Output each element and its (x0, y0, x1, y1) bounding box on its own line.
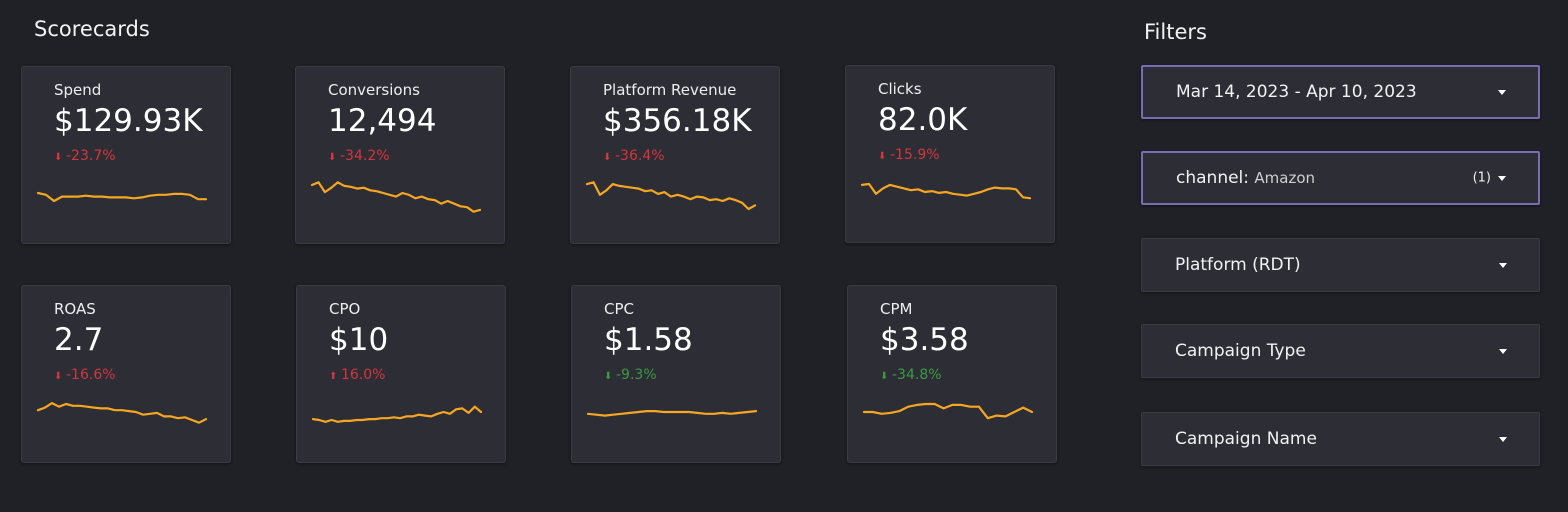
scorecard-clicks[interactable]: Clicks 82.0K ⬇ -15.9% (845, 65, 1055, 243)
filters-title: Filters (1144, 20, 1207, 44)
scorecard-delta: ⬆ 16.0% (329, 367, 385, 383)
filter-channel-dropdown[interactable]: channel: Amazon (1) (1141, 151, 1540, 205)
scorecard-cpo[interactable]: CPO $10 ⬆ 16.0% (296, 285, 506, 463)
arrow-down-icon: ⬇ (328, 152, 337, 163)
scorecard-label: CPC (604, 300, 634, 318)
scorecard-delta-value: -23.7% (66, 148, 116, 164)
caret-down-icon[interactable] (1499, 263, 1507, 268)
filter-label: Campaign Name (1175, 429, 1317, 449)
caret-down-icon[interactable] (1498, 90, 1506, 95)
scorecard-conversions[interactable]: Conversions 12,494 ⬇ -34.2% (295, 66, 505, 244)
sparkline-trend-line (862, 402, 1034, 420)
scorecard-delta-value: -34.8% (892, 367, 942, 383)
arrow-down-icon: ⬇ (54, 371, 63, 382)
scorecard-delta-value: -34.2% (340, 148, 390, 164)
scorecard-value: $10 (329, 322, 389, 358)
scorecard-cpm[interactable]: CPM $3.58 ⬇ -34.8% (847, 285, 1057, 463)
sparkline-trend-line (860, 182, 1032, 200)
scorecard-delta: ⬇ -9.3% (604, 367, 657, 383)
scorecard-label: Conversions (328, 81, 420, 99)
sparkline-chart (310, 181, 482, 213)
scorecard-label: CPO (329, 300, 361, 318)
scorecard-delta: ⬇ -23.7% (54, 148, 116, 164)
arrow-down-icon: ⬇ (54, 152, 63, 163)
sparkline-trend-line (311, 405, 483, 423)
scorecard-label: Spend (54, 81, 102, 99)
scorecard-label: Clicks (878, 80, 922, 98)
caret-down-icon[interactable] (1498, 176, 1506, 181)
scorecard-value: 2.7 (54, 322, 104, 358)
scorecard-value: $3.58 (880, 322, 969, 358)
sparkline-trend-line (586, 410, 758, 417)
sparkline-chart (36, 401, 208, 424)
scorecard-delta-value: -9.3% (616, 367, 657, 383)
scorecard-delta-value: -36.4% (615, 148, 665, 164)
arrow-down-icon: ⬇ (878, 151, 887, 162)
filter-label: Campaign Type (1175, 341, 1306, 361)
sparkline-trend-line (585, 181, 757, 211)
scorecard-delta-value: -15.9% (890, 147, 940, 163)
sparkline-chart (36, 191, 208, 203)
arrow-down-icon: ⬇ (603, 152, 612, 163)
sparkline-trend-line (36, 191, 208, 203)
scorecard-delta: ⬇ -16.6% (54, 367, 116, 383)
arrow-down-icon: ⬇ (880, 371, 889, 382)
scorecard-label: ROAS (54, 300, 96, 318)
scorecard-value: 82.0K (878, 102, 968, 138)
scorecards-title: Scorecards (34, 17, 150, 41)
arrow-up-icon: ⬆ (329, 371, 338, 382)
scorecard-delta: ⬇ -36.4% (603, 148, 665, 164)
sparkline-chart (311, 405, 483, 423)
filter-platform-dropdown[interactable]: Platform (RDT) (1141, 238, 1540, 292)
filter-label-text: Platform (RDT) (1175, 255, 1301, 275)
filter-label: channel: Amazon (1176, 168, 1315, 188)
scorecard-label: Platform Revenue (603, 81, 737, 99)
scorecard-cpc[interactable]: CPC $1.58 ⬇ -9.3% (571, 285, 781, 463)
filter-selected-value: Amazon (1254, 169, 1316, 187)
filter-label-text: Campaign Type (1175, 341, 1306, 361)
sparkline-chart (586, 410, 758, 417)
arrow-down-icon: ⬇ (604, 371, 613, 382)
caret-down-icon[interactable] (1499, 349, 1507, 354)
scorecard-delta-value: 16.0% (341, 367, 386, 383)
filter-date-range-dropdown[interactable]: Mar 14, 2023 - Apr 10, 2023 (1141, 65, 1540, 119)
filter-label: Platform (RDT) (1175, 255, 1301, 275)
caret-down-icon[interactable] (1499, 437, 1507, 442)
filter-label-text: Mar 14, 2023 - Apr 10, 2023 (1176, 82, 1417, 102)
sparkline-chart (862, 402, 1034, 420)
scorecard-delta: ⬇ -34.2% (328, 148, 390, 164)
sparkline-trend-line (310, 181, 482, 213)
filter-label-text: channel: (1176, 168, 1249, 188)
scorecard-delta: ⬇ -15.9% (878, 147, 940, 163)
sparkline-chart (585, 181, 757, 211)
scorecard-value: $129.93K (54, 103, 203, 139)
scorecard-roas[interactable]: ROAS 2.7 ⬇ -16.6% (21, 285, 231, 463)
scorecard-delta-value: -16.6% (66, 367, 116, 383)
scorecard-platform-revenue[interactable]: Platform Revenue $356.18K ⬇ -36.4% (570, 66, 780, 244)
scorecard-value: $1.58 (604, 322, 693, 358)
filter-label: Mar 14, 2023 - Apr 10, 2023 (1176, 82, 1417, 102)
sparkline-trend-line (36, 401, 208, 424)
scorecard-value: 12,494 (328, 103, 437, 139)
scorecard-label: CPM (880, 300, 913, 318)
scorecard-value: $356.18K (603, 103, 752, 139)
filter-campaign-name-dropdown[interactable]: Campaign Name (1141, 412, 1540, 466)
scorecard-spend[interactable]: Spend $129.93K ⬇ -23.7% (21, 66, 231, 244)
filter-label-text: Campaign Name (1175, 429, 1317, 449)
filter-campaign-type-dropdown[interactable]: Campaign Type (1141, 324, 1540, 378)
filter-selection-count: (1) (1472, 170, 1491, 186)
sparkline-chart (860, 182, 1032, 200)
scorecard-delta: ⬇ -34.8% (880, 367, 942, 383)
